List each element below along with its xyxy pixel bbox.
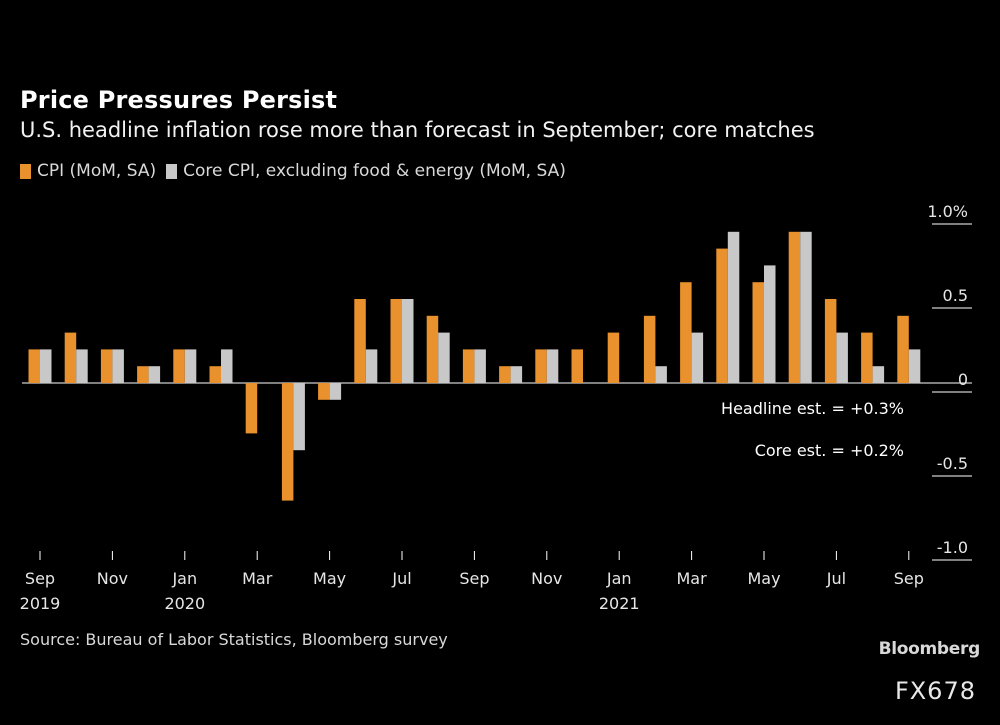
x-tick-label: Jan <box>606 569 632 588</box>
bar-core-cpi <box>438 332 450 383</box>
x-tick-label: Sep <box>459 569 489 588</box>
x-axis: Sep 2019 Nov Jan 2020 Mar May Jul Sep Nov Jan 2021 M… <box>20 551 924 613</box>
bar-core-cpi <box>184 349 197 383</box>
bar-core-cpi <box>836 332 848 383</box>
bar-cpi <box>209 366 221 383</box>
bar-cpi <box>354 299 366 383</box>
bar-cpi <box>499 366 511 383</box>
bar-cpi <box>824 299 837 383</box>
bar-core-cpi <box>727 231 740 383</box>
bar-core-cpi <box>148 366 161 383</box>
bar-cpi <box>680 282 692 383</box>
bar-cpi <box>137 366 149 383</box>
legend-label-cpi: CPI (MoM, SA) <box>37 161 157 181</box>
legend-item-core-cpi: Core CPI, excluding food & energy (MoM, … <box>166 161 566 181</box>
legend-item-cpi: CPI (MoM, SA) <box>20 161 156 181</box>
bar-core-cpi <box>691 332 704 383</box>
x-tick-label: Mar <box>242 569 273 588</box>
bar-core-cpi <box>293 383 305 451</box>
bar-cpi <box>462 349 475 383</box>
legend: CPI (MoM, SA) Core CPI, excluding food &… <box>20 161 576 181</box>
bar-cpi <box>535 349 547 383</box>
bar-cpi <box>788 231 801 383</box>
bar-cpi <box>897 315 909 383</box>
y-axis: 1.0% 0.5 0 -0.5 -1.0 <box>927 202 968 557</box>
annotations: Headline est. = +0.3% Core est. = +0.2% <box>721 399 904 460</box>
bar-core-cpi <box>365 349 378 383</box>
bar-cpi <box>752 282 764 383</box>
x-tick-label: Sep <box>894 569 924 588</box>
bar-cpi <box>281 383 294 501</box>
bar-cpi <box>571 349 583 383</box>
x-tick-label: Jan <box>171 569 197 588</box>
chart-title: Price Pressures Persist <box>20 86 338 114</box>
x-tick-label: Nov <box>97 569 128 588</box>
x-tick-label: May <box>313 569 346 588</box>
chart-subtitle: U.S. headline inflation rose more than f… <box>20 118 815 142</box>
x-tick-label: Sep <box>25 569 55 588</box>
bar-cpi <box>173 349 185 383</box>
bar-core-cpi <box>800 231 812 383</box>
x-tick-label: Jul <box>391 569 411 588</box>
bar-cpi <box>100 349 113 383</box>
legend-swatch-core-cpi <box>166 163 178 179</box>
bar-cpi <box>245 383 258 434</box>
bar-core-cpi <box>40 349 52 383</box>
bloomberg-logo: Bloomberg <box>878 639 981 659</box>
bar-cpi <box>318 383 330 400</box>
bar-cpi <box>426 315 439 383</box>
bars <box>28 231 921 501</box>
bar-core-cpi <box>402 299 414 383</box>
bar-core-cpi <box>872 366 885 383</box>
bar-core-cpi <box>112 349 124 383</box>
bar-core-cpi <box>655 366 667 383</box>
estimate-annotation: Headline est. = +0.3% <box>721 399 904 418</box>
bar-core-cpi <box>510 366 523 383</box>
x-tick-year: 2019 <box>20 594 61 613</box>
x-tick-label: Jul <box>826 569 846 588</box>
bar-core-cpi <box>329 383 342 400</box>
bar-core-cpi <box>546 349 559 383</box>
bar-core-cpi <box>474 349 486 383</box>
bar-cpi <box>643 315 656 383</box>
y-tick-label: 0.5 <box>943 286 968 305</box>
y-tick-label: 1.0% <box>927 202 968 221</box>
bar-core-cpi <box>764 265 776 383</box>
bar-core-cpi <box>221 349 233 383</box>
gridlines <box>22 223 972 561</box>
bar-cpi <box>64 332 77 383</box>
bar-core-cpi <box>908 349 921 383</box>
bar-core-cpi <box>76 349 88 383</box>
y-tick-label: -0.5 <box>937 454 968 473</box>
bar-cpi <box>861 332 873 383</box>
bar-cpi <box>390 299 402 383</box>
estimate-annotation: Core est. = +0.2% <box>755 441 904 460</box>
bar-cpi <box>28 349 40 383</box>
y-tick-label: -1.0 <box>937 538 968 557</box>
legend-label-core-cpi: Core CPI, excluding food & energy (MoM, … <box>183 161 566 181</box>
x-tick-label: May <box>747 569 780 588</box>
y-tick-label: 0 <box>958 370 968 389</box>
x-tick-year: 2020 <box>164 594 205 613</box>
legend-swatch-cpi <box>20 163 31 179</box>
x-tick-label: Nov <box>531 569 562 588</box>
bar-cpi <box>607 332 620 383</box>
source-note: Source: Bureau of Labor Statistics, Bloo… <box>20 630 448 649</box>
x-tick-label: Mar <box>677 569 708 588</box>
bar-cpi <box>716 248 728 383</box>
chart-code: FX678 <box>894 677 976 705</box>
x-tick-year: 2021 <box>599 594 640 613</box>
